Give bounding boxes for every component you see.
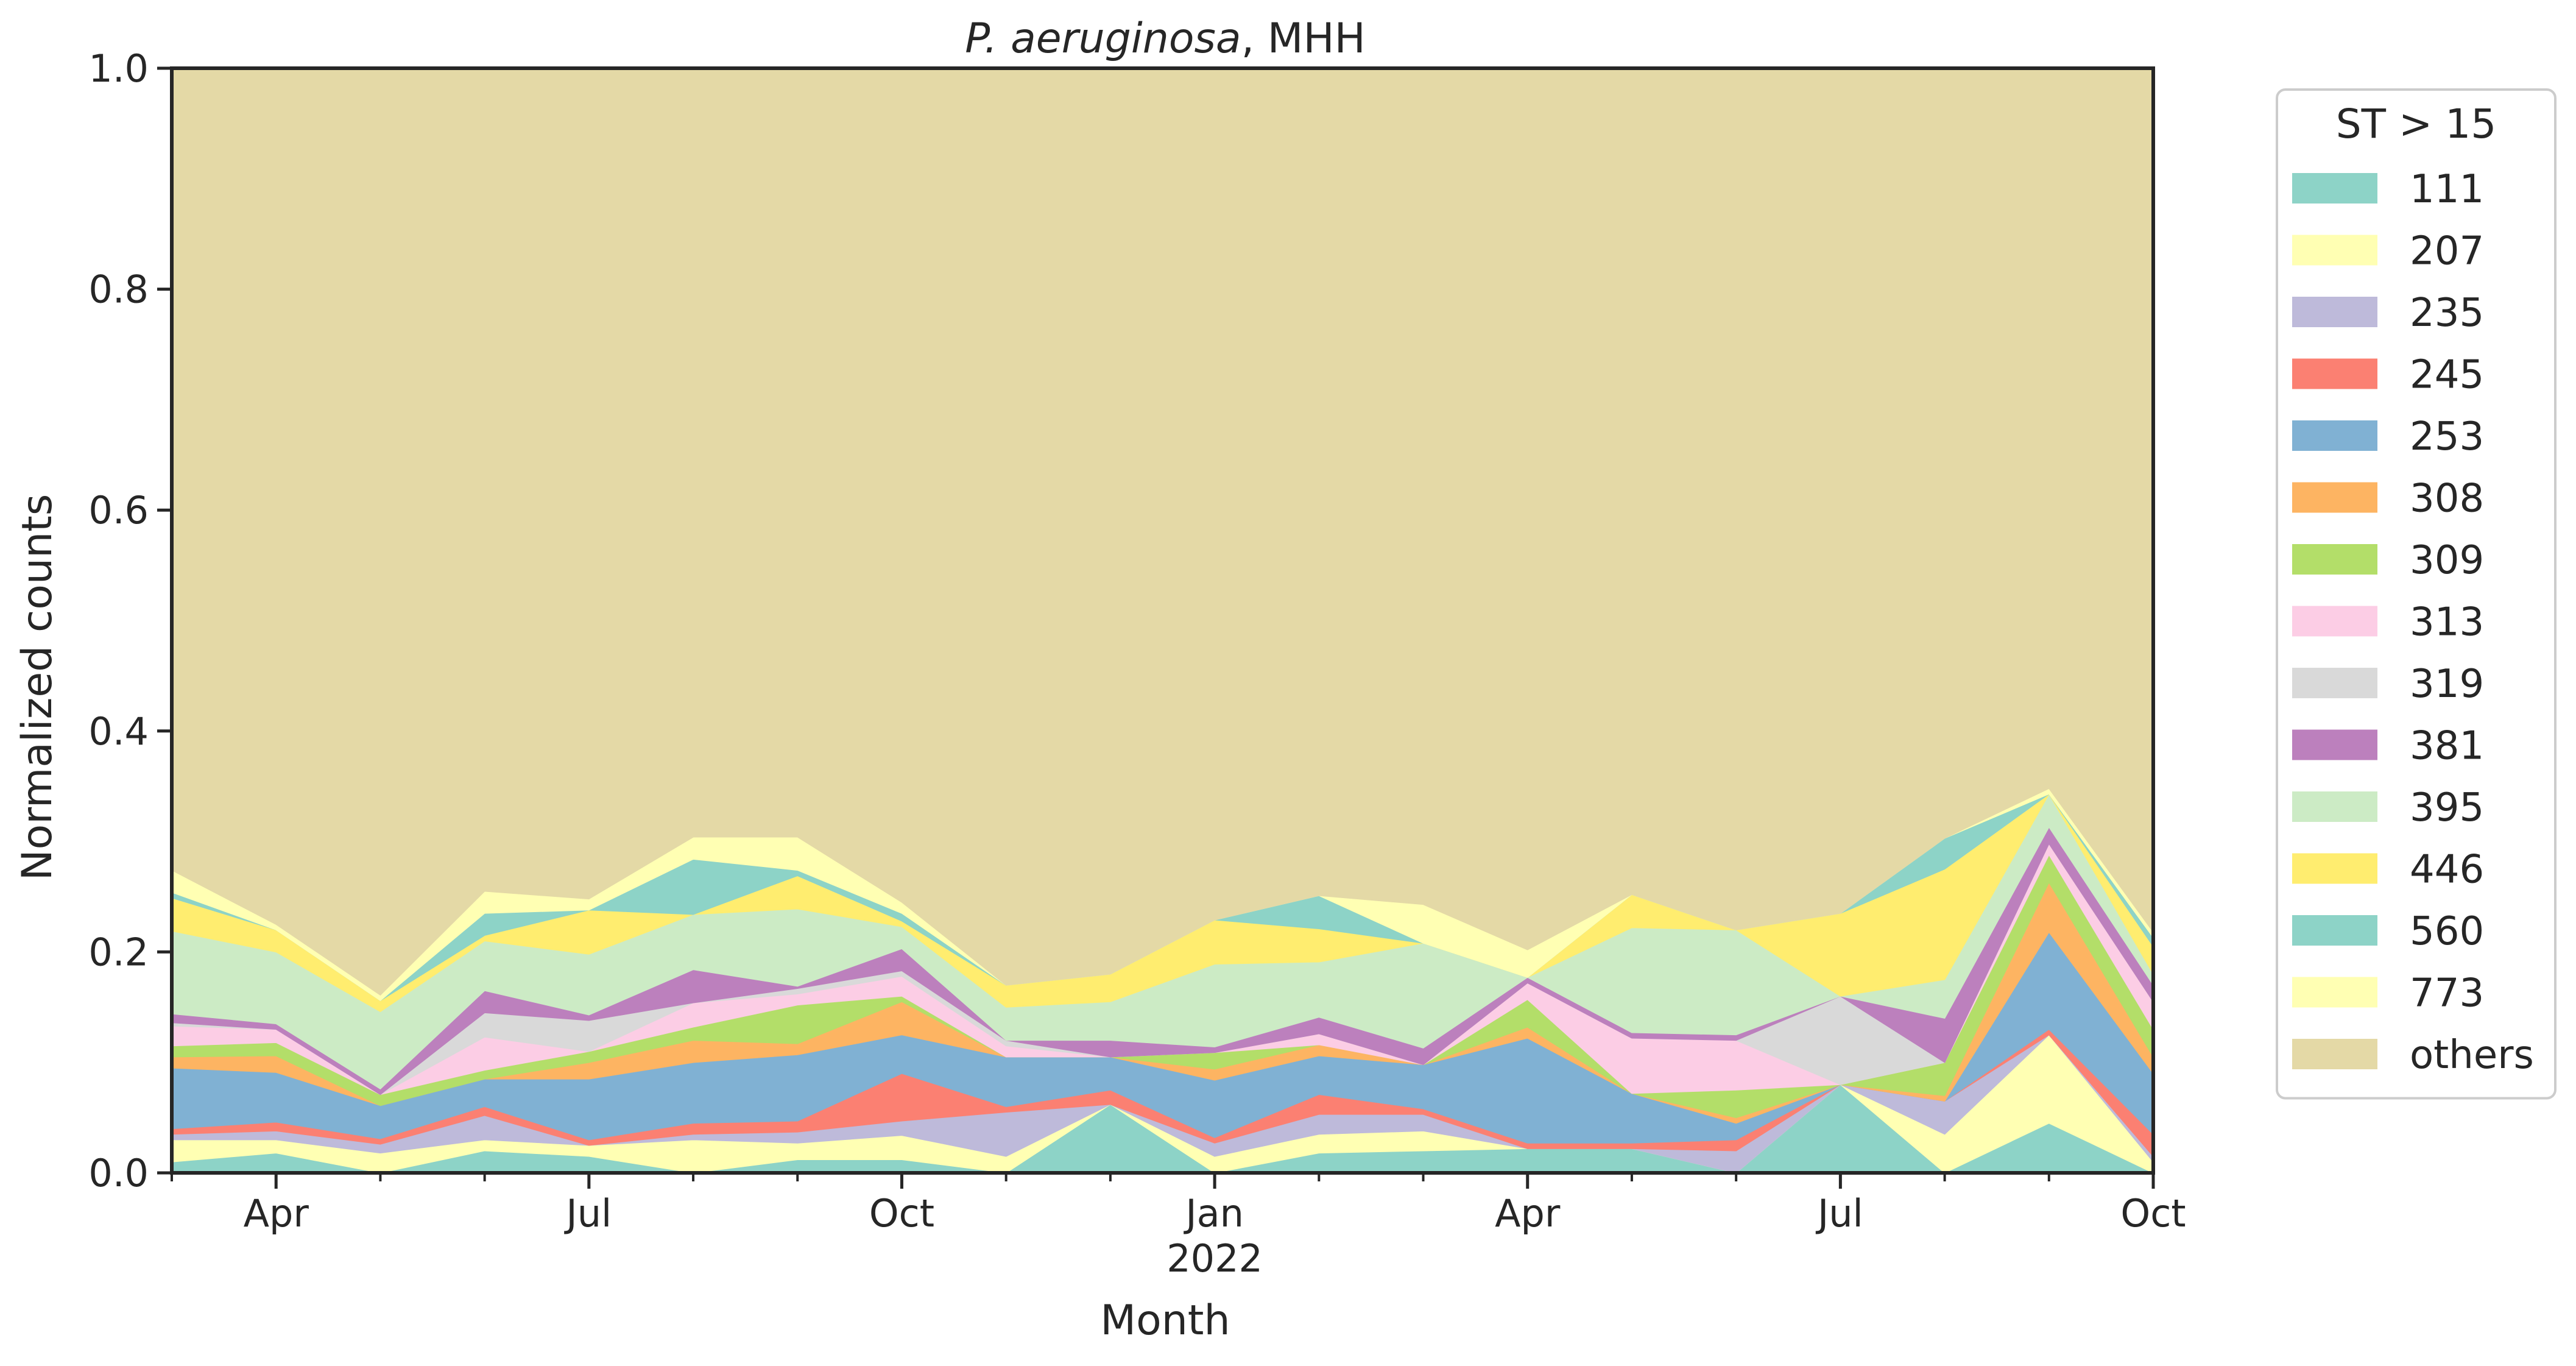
x-tick-label: Oct bbox=[869, 1191, 934, 1236]
legend-swatch-207 bbox=[2292, 235, 2377, 266]
y-tick-label: 0.0 bbox=[88, 1151, 149, 1195]
y-axis: 0.0 0.2 0.4 0.6 0.8 1.0 bbox=[88, 46, 172, 1195]
legend-label-446: 446 bbox=[2410, 848, 2484, 893]
legend-label-395: 395 bbox=[2410, 785, 2484, 830]
legend-swatch-245 bbox=[2292, 358, 2377, 389]
legend-swatch-381 bbox=[2292, 729, 2377, 760]
legend-label-773: 773 bbox=[2410, 971, 2484, 1016]
y-tick-label: 0.6 bbox=[88, 488, 149, 533]
legend-swatch-309 bbox=[2292, 544, 2377, 575]
x-tick-label: Apr bbox=[1495, 1191, 1561, 1236]
chart-title-italic: P. aeruginosa bbox=[965, 15, 1241, 63]
legend-swatch-319 bbox=[2292, 668, 2377, 698]
legend-swatch-446 bbox=[2292, 853, 2377, 884]
legend-label-others: others bbox=[2410, 1033, 2534, 1078]
legend-label-245: 245 bbox=[2410, 353, 2484, 398]
legend: ST > 15 111 207 235 245 253 308 309 313 319 381 395… bbox=[2276, 88, 2557, 1100]
x-tick-sublabel: 2022 bbox=[1166, 1236, 1263, 1281]
legend-title: ST > 15 bbox=[2336, 101, 2496, 147]
y-tick-label: 1.0 bbox=[88, 46, 149, 91]
chart-title: P. aeruginosa, MHH bbox=[965, 15, 1365, 63]
legend-swatch-111 bbox=[2292, 173, 2377, 203]
x-tick-label: Jul bbox=[1815, 1191, 1863, 1236]
legend-swatch-313 bbox=[2292, 606, 2377, 637]
y-axis-label: Normalized counts bbox=[13, 494, 62, 881]
legend-swatch-773 bbox=[2292, 977, 2377, 1008]
legend-label-319: 319 bbox=[2410, 662, 2484, 707]
area-others bbox=[171, 68, 2154, 996]
legend-frame bbox=[2276, 88, 2557, 1100]
x-tick-label: Jan bbox=[1183, 1191, 1244, 1236]
legend-swatch-308 bbox=[2292, 482, 2377, 513]
y-tick-label: 0.4 bbox=[88, 709, 149, 754]
legend-label-313: 313 bbox=[2410, 600, 2484, 645]
x-tick-label: Apr bbox=[244, 1191, 309, 1236]
legend-swatch-560 bbox=[2292, 915, 2377, 946]
legend-swatch-235 bbox=[2292, 297, 2377, 327]
legend-label-560: 560 bbox=[2410, 909, 2484, 954]
legend-label-308: 308 bbox=[2410, 476, 2484, 522]
legend-label-381: 381 bbox=[2410, 724, 2484, 769]
y-tick-label: 0.2 bbox=[88, 930, 149, 974]
plot-frame bbox=[170, 66, 2155, 1175]
legend-label-207: 207 bbox=[2410, 229, 2484, 274]
legend-swatch-395 bbox=[2292, 791, 2377, 822]
chart-title-rest: , MHH bbox=[1241, 15, 1366, 63]
area-series-group bbox=[171, 68, 2154, 1174]
legend-label-309: 309 bbox=[2410, 538, 2484, 583]
legend-swatch-others bbox=[2292, 1039, 2377, 1069]
x-tick-label: Oct bbox=[2120, 1191, 2186, 1236]
y-tick-label: 0.8 bbox=[88, 267, 149, 312]
x-axis-label: Month bbox=[1100, 1297, 1230, 1345]
legend-label-235: 235 bbox=[2410, 291, 2484, 336]
legend-swatch-253 bbox=[2292, 420, 2377, 451]
legend-label-253: 253 bbox=[2410, 414, 2484, 459]
legend-label-111: 111 bbox=[2410, 167, 2484, 212]
x-tick-label: Jul bbox=[563, 1191, 612, 1236]
